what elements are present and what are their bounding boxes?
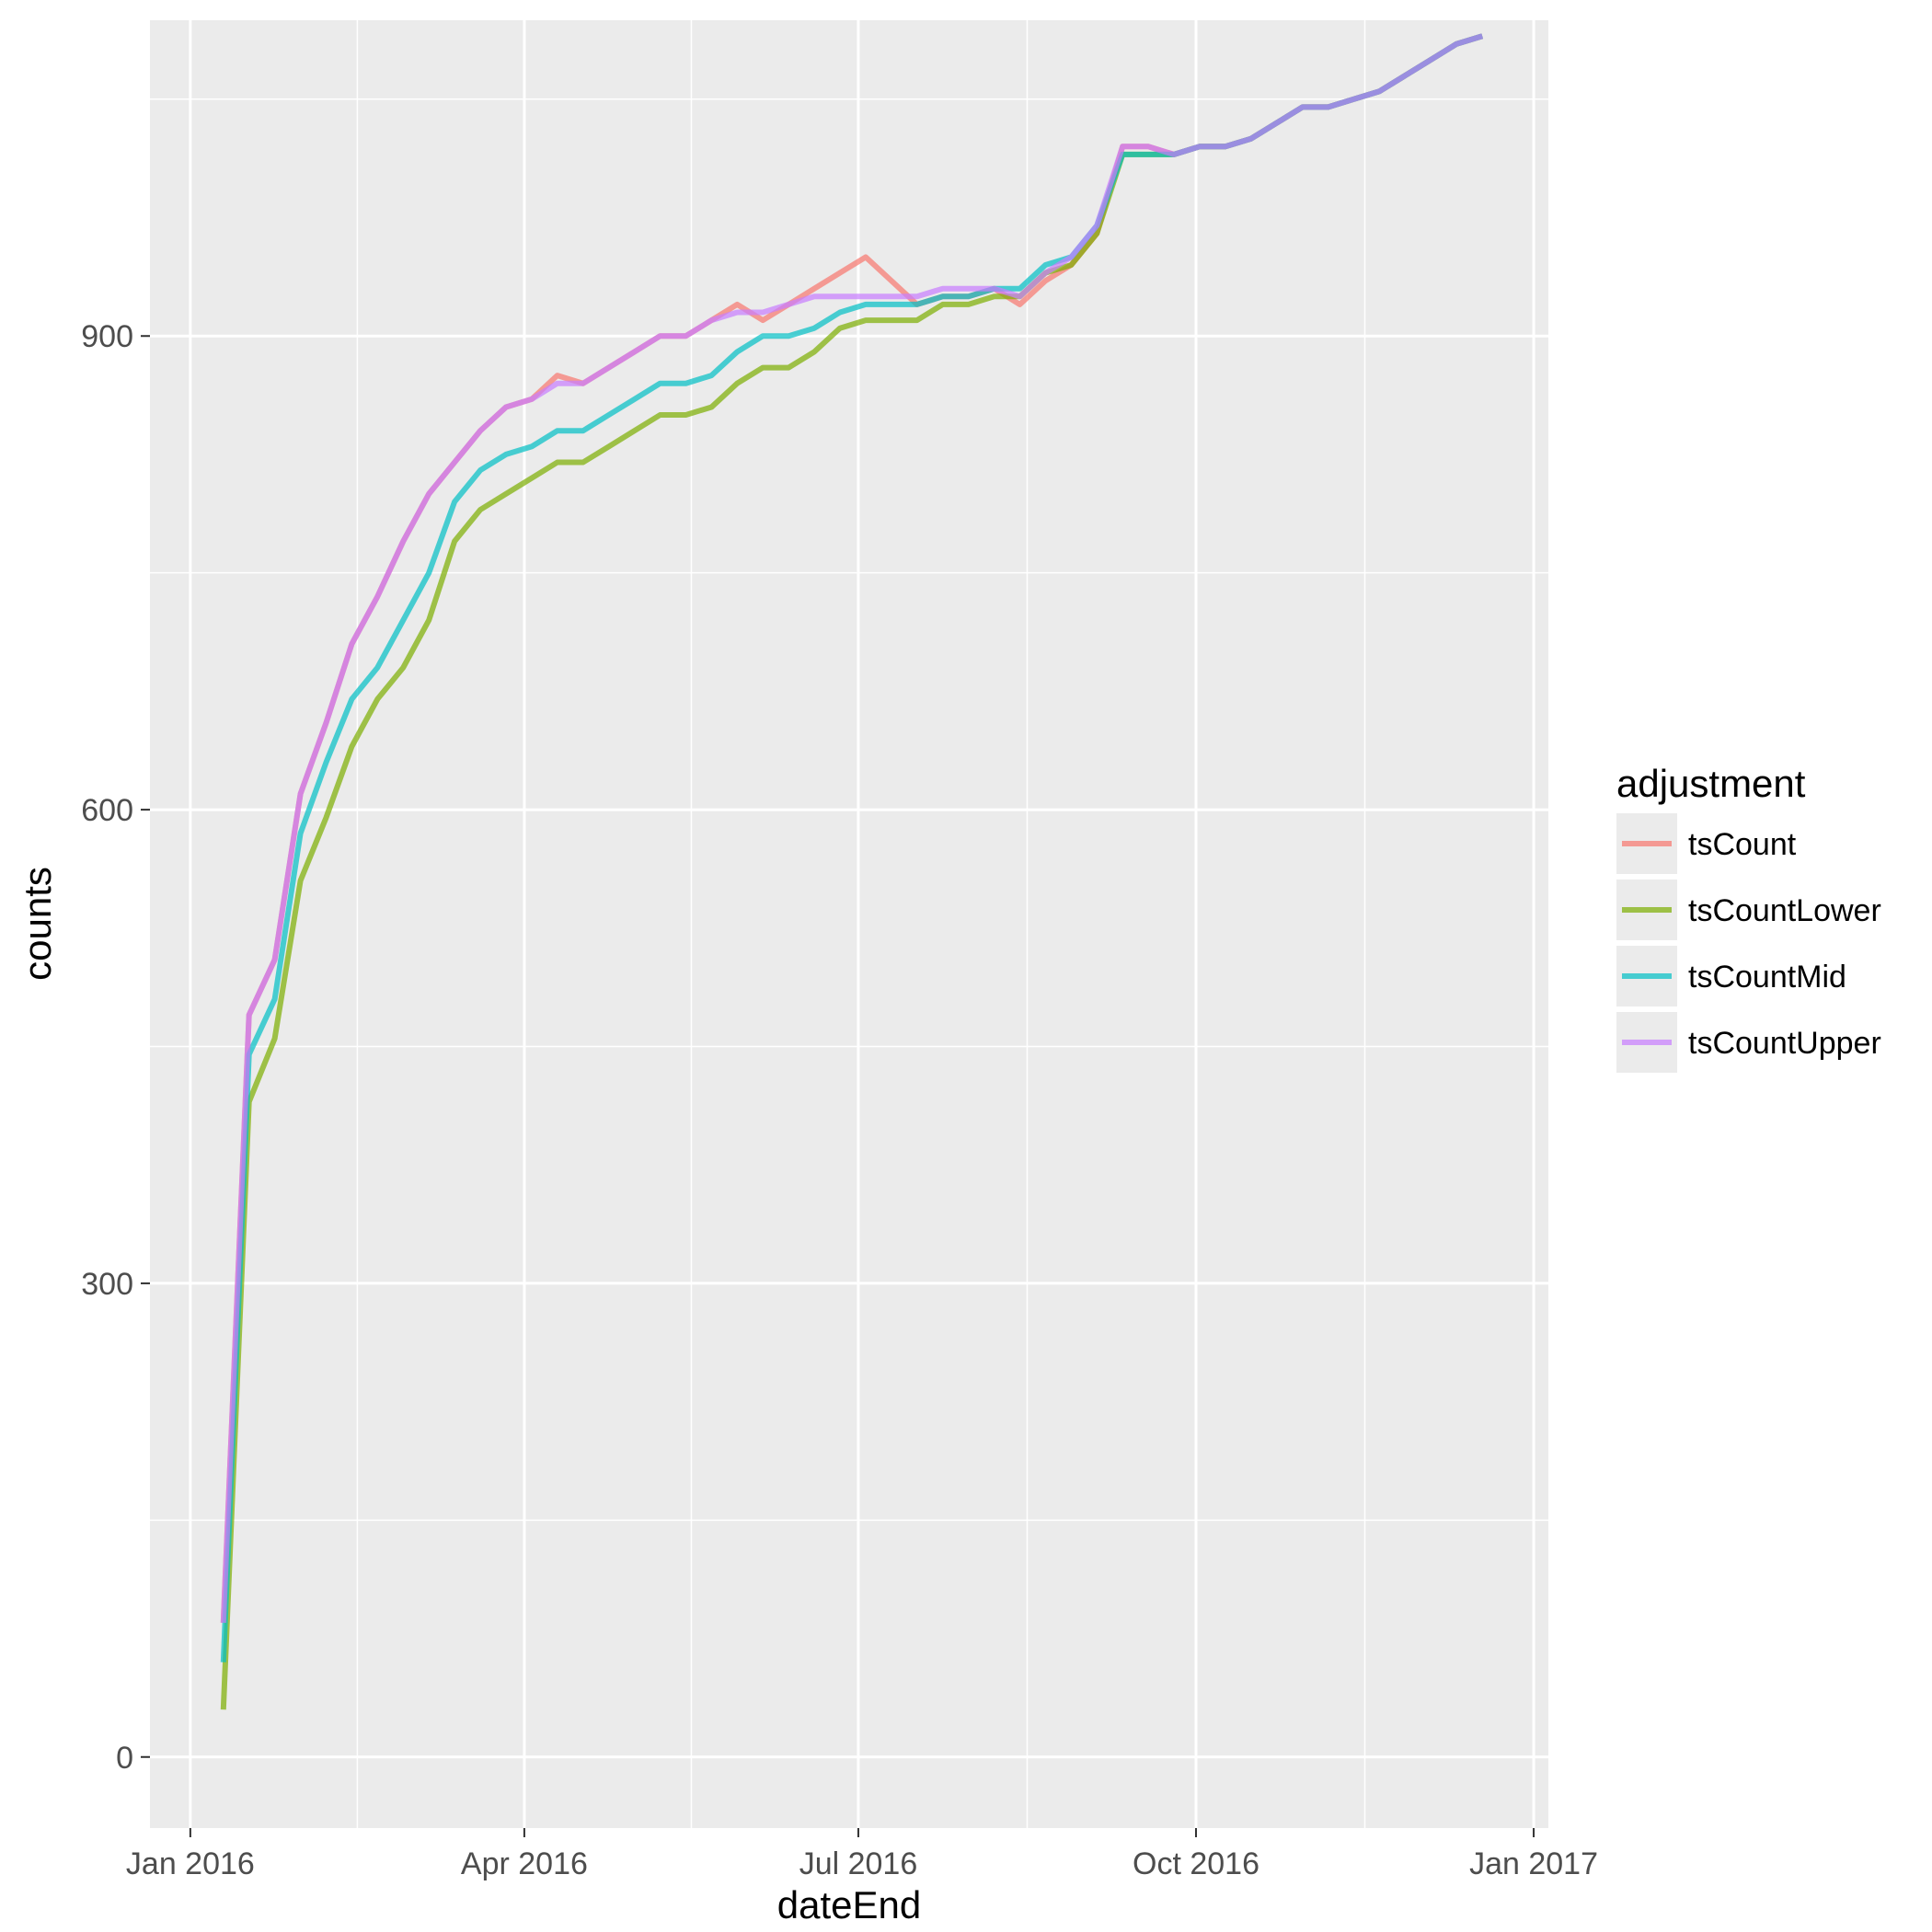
y-tick-label: 0 xyxy=(116,1741,133,1776)
x-tick-label: Jan 2017 xyxy=(1469,1846,1598,1881)
y-tick-label: 600 xyxy=(81,793,133,828)
y-tick-label: 900 xyxy=(81,319,133,354)
series-line-tsCountUpper xyxy=(220,33,1484,1624)
major-gridlines xyxy=(150,20,1548,1828)
legend-label: tsCount xyxy=(1688,827,1797,862)
x-axis: Jan 2016 Apr 2016 Jul 2016 Oct 2016 Jan 2017 xyxy=(126,1828,1598,1881)
x-tick-label: Oct 2016 xyxy=(1133,1846,1259,1881)
y-tick-label: 300 xyxy=(81,1267,133,1302)
legend: adjustment tsCount tsCountLower tsCountMid… xyxy=(1616,762,1881,1073)
y-axis: 0 300 600 900 xyxy=(81,319,150,1776)
legend-title: adjustment xyxy=(1616,762,1806,805)
x-axis-title: dateEnd xyxy=(777,1883,921,1926)
plot-panel xyxy=(150,20,1548,1828)
legend-label: tsCountUpper xyxy=(1688,1026,1881,1061)
y-axis-title: counts xyxy=(16,867,59,981)
x-tick-label: Jan 2016 xyxy=(126,1846,255,1881)
minor-gridlines xyxy=(150,20,1548,1828)
series-lines xyxy=(220,33,1484,1710)
legend-label: tsCountMid xyxy=(1688,960,1846,995)
x-tick-label: Apr 2016 xyxy=(461,1846,588,1881)
legend-label: tsCountLower xyxy=(1688,893,1881,928)
x-tick-label: Jul 2016 xyxy=(799,1846,918,1881)
